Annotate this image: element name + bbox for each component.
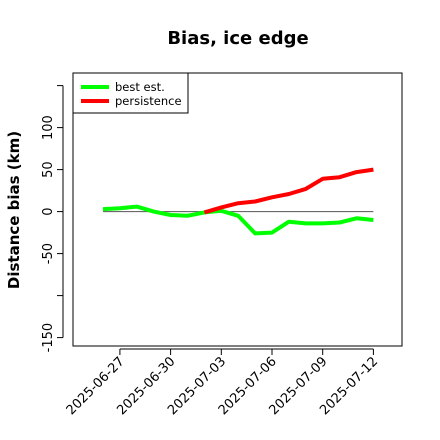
x-axis: 2025-06-272025-06-302025-07-032025-07-06… — [64, 348, 381, 418]
y-tick-label: 50 — [41, 161, 56, 178]
series-line-persistence — [203, 167, 374, 215]
legend: best est. persistence — [72, 72, 189, 114]
y-tick-label: 0 — [41, 207, 56, 215]
y-axis: -150 -50 0 50 100 — [41, 85, 64, 353]
y-axis-label: Distance bias (km) — [5, 131, 23, 289]
plot-frame — [72, 72, 403, 347]
series-line-best-est — [102, 204, 374, 236]
y-tick-label: -50 — [41, 243, 56, 264]
legend-box — [72, 72, 189, 114]
y-tick-label: 100 — [41, 115, 56, 140]
chart-title: Bias, ice edge — [167, 28, 308, 49]
y-tick-label: -150 — [41, 323, 56, 353]
legend-label-best-est: best est. — [115, 80, 165, 94]
series-layer — [102, 167, 374, 236]
legend-label-persistence: persistence — [115, 94, 182, 108]
